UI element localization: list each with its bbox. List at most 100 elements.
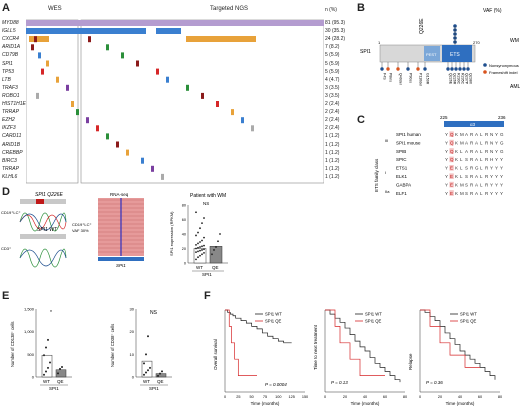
km-x-tick: 0 [224,395,226,399]
cd138-point [43,373,45,376]
helix-label: α3 [470,122,476,127]
residue: M [460,191,464,196]
residue: R [470,166,474,171]
km-ylabel: Time to next treatment [313,324,318,370]
gene-name: EZH2 [2,117,15,124]
mutation-cell [96,125,99,132]
km-curve [420,309,496,380]
gene-name: TP53 [2,68,14,75]
residue: N [490,132,493,137]
aml-lollipop-head [454,67,458,71]
cd38-y-tick: 0 [132,375,135,380]
residue: E [450,166,453,171]
gene-name: ARID1A [2,44,21,51]
residue: G [475,166,479,171]
gene-percent: 3 (3.5) [325,92,340,99]
residue: Y [445,182,448,187]
residue: Y [500,182,503,187]
sequence-strip-wt [20,234,66,239]
residue: M [460,132,464,137]
residue: S [465,174,468,179]
km-x-tick: 20 [343,395,347,399]
residue: L [460,149,463,154]
residue: Q [450,149,454,154]
panel-f-label: F [204,290,211,302]
cd38-point [143,373,145,376]
residue: Y [495,182,498,187]
residue: A [465,140,468,145]
class-label: I [385,170,386,175]
expr-point [197,256,199,259]
mutation-cell [76,109,79,116]
cd138-y-tick: 500 [27,352,34,357]
legend-nonsyn-dot [483,63,487,67]
q226-highlight [449,181,454,188]
residue: S [465,182,468,187]
y-tick-label: 20 [182,247,186,251]
mutation-cell [156,68,159,75]
mutation-cell [71,101,74,107]
km-curve [225,309,292,344]
gene-percent: 1 (1.2) [325,173,340,180]
residue: Y [495,157,498,162]
km-pvalue: P = 0.0004 [265,382,287,387]
mutation-cell [46,60,49,67]
mutation-cell [141,157,144,164]
residue: A [475,140,478,145]
mutation-cell [116,141,119,148]
gene-percent: 81 (95.3) [325,20,346,26]
cd138-point [59,367,61,370]
gene-name: CREBBP [2,149,23,156]
end-label: 270 [473,40,480,45]
mutation-cell [41,68,44,75]
panel-d-label: D [2,186,10,198]
igll5-bar [26,28,146,34]
residue: G [500,140,504,145]
gene-name: HIST1H1E [2,101,26,107]
residue: K [455,132,458,137]
rnaseq-vaf: VAF 30% [72,228,89,233]
legend-frameshift: Frameshift indel [489,70,518,75]
mutation-cell [88,36,91,43]
aml-lollipop-head [450,67,454,71]
residue: Y [500,174,503,179]
class-label: III [385,138,388,143]
km-curve [325,309,401,383]
km-x-tick: 0 [324,395,326,399]
residue: Y [490,182,493,187]
expr-point [203,236,205,239]
expr-point [199,249,201,252]
expr-point [199,254,201,257]
gene-percent: 2 (2.4) [325,109,340,116]
alignment-row-name: ELF1 [396,191,407,196]
residue: M [460,182,464,187]
cd38-point [161,370,163,373]
residue: R [470,182,474,187]
residue: R [470,140,474,145]
residue: Y [445,191,448,196]
cd3-label: CD3⁺ [1,246,11,251]
cd38-sig: NS [150,310,158,316]
km-x-tick: 20 [438,395,442,399]
residue: Y [500,157,503,162]
cd38-y-tick: 10 [130,352,135,357]
mutation-cell [241,117,244,124]
mutation-cell [126,149,129,156]
gene-percent: 24 (28.2) [325,36,346,43]
km-curve [225,309,257,376]
aml-lollipop-head [423,67,427,71]
residue: H [490,157,493,162]
residue: L [480,191,483,196]
expr-point [195,211,197,214]
panel-e-figure: 0 500 1,000 1,500 Number of CD138⁺ cells * WT Q… [10,307,172,391]
residue: E [450,174,453,179]
cd38-y-tick: 30 [130,307,135,312]
residue: L [480,140,483,145]
y-tick-label: 80 [182,204,186,208]
aml-mutation-label: P8ins [389,73,393,82]
residue: R [470,174,474,179]
residue: L [480,157,483,162]
pest-domain [424,46,440,61]
residue: L [480,174,483,179]
expr-point [197,246,199,249]
